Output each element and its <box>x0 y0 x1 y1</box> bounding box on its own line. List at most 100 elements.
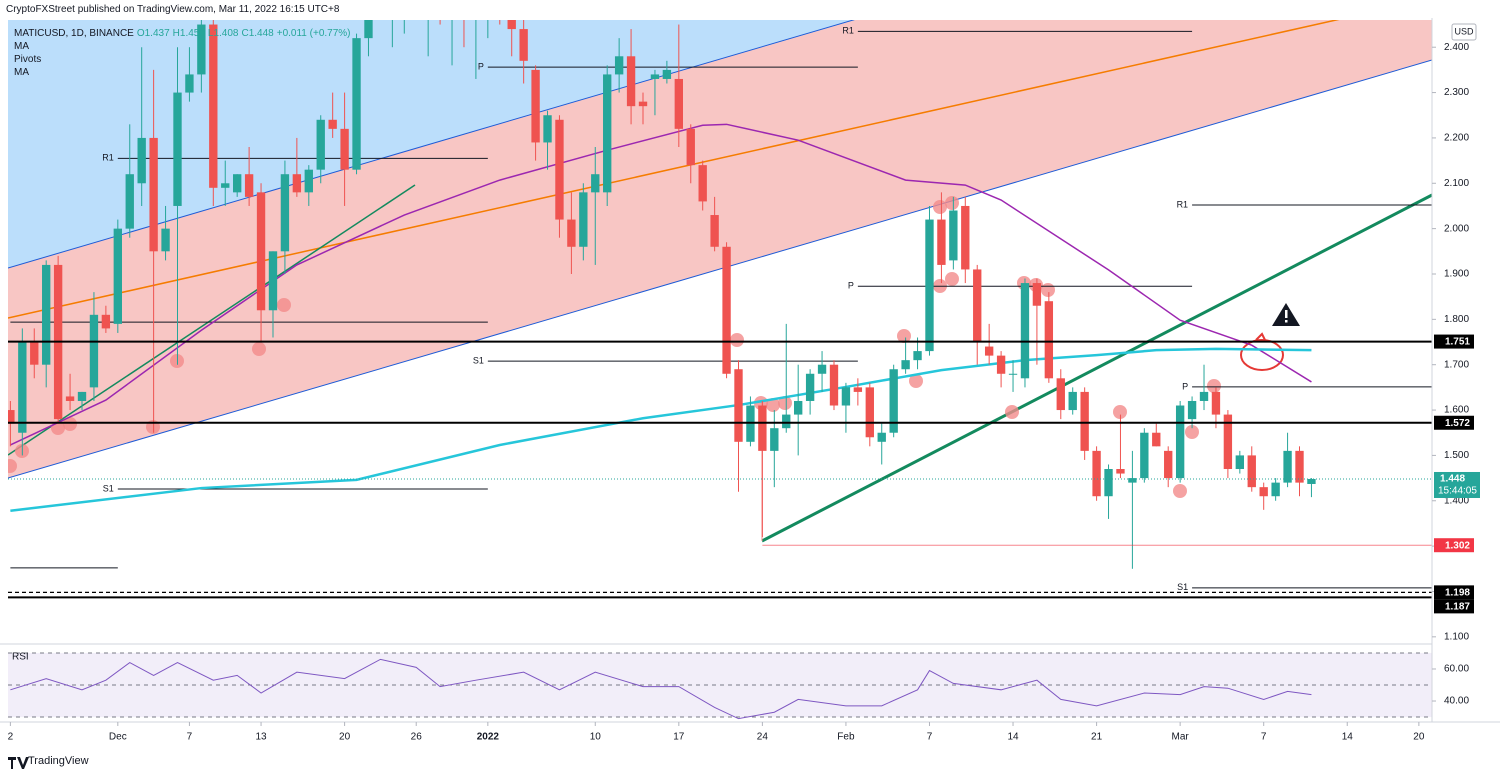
rsi-pane <box>8 652 1432 720</box>
candle-body <box>1223 414 1233 470</box>
candle-body <box>1259 487 1268 497</box>
highlight <box>1041 283 1055 297</box>
candle-body <box>949 210 958 261</box>
pivot-label: S1 <box>1177 582 1188 592</box>
candle-body <box>758 405 767 451</box>
candle-body <box>674 78 683 129</box>
legend-value: L1.408 <box>207 28 239 39</box>
level-label: 1.187 <box>1445 602 1470 613</box>
candle-body <box>1283 450 1292 483</box>
candle-body <box>901 360 910 370</box>
level-label: 1.302 <box>1445 540 1470 551</box>
pivot-label: P <box>478 62 484 72</box>
candle-body <box>1092 450 1101 497</box>
legend: MATICUSD, 1D, BINANCE O1.437 H1.450 L1.408 C… <box>14 27 351 79</box>
highlight <box>945 272 959 286</box>
trendline <box>8 184 416 456</box>
x-tick-label: 13 <box>255 732 267 743</box>
symbol: MATICUSD, 1D, BINANCE <box>14 28 134 39</box>
footer: TradingView <box>28 755 89 767</box>
candle-body <box>65 396 75 401</box>
y-tick-label: 1.800 <box>1444 314 1469 325</box>
candle-body <box>328 119 337 129</box>
level-box <box>1434 538 1474 553</box>
candle-body <box>1080 391 1089 451</box>
highlight <box>8 459 17 473</box>
candle-body <box>197 24 206 75</box>
candle-body <box>794 400 803 415</box>
pivot-label: S1 <box>103 483 114 493</box>
x-tick-label: 20 <box>339 732 351 743</box>
candle-body <box>244 174 254 197</box>
candle-body <box>519 29 528 61</box>
x-tick-label: 7 <box>187 732 193 743</box>
candle-body <box>1140 432 1149 479</box>
legend-value: O1.437 <box>136 28 170 39</box>
indicator: MA <box>14 41 29 52</box>
highlight <box>1207 379 1221 393</box>
candle-body <box>698 165 707 202</box>
candle-body <box>770 428 779 451</box>
candle-body <box>1199 391 1209 401</box>
candle-body <box>603 74 612 193</box>
x-tick-label: 10 <box>590 732 602 743</box>
candle-body <box>865 387 874 438</box>
x-tick-label: Dec <box>109 732 127 743</box>
candle-body <box>1152 432 1161 447</box>
rsi-line <box>10 658 1312 720</box>
candle-body <box>686 128 695 166</box>
level-label: 1.751 <box>1445 337 1470 348</box>
candle-body <box>1032 283 1042 306</box>
candle-body <box>889 369 898 433</box>
highlight <box>1173 484 1187 498</box>
candle-body <box>734 369 743 442</box>
candle-body <box>1247 455 1256 488</box>
candle-body <box>77 391 87 401</box>
x-tick-label: 24 <box>757 732 769 743</box>
highlight <box>1005 405 1019 419</box>
candle-body <box>209 24 218 188</box>
candle-body <box>18 342 27 433</box>
candle-body <box>30 342 39 365</box>
y-tick-label: 2.400 <box>1444 42 1469 53</box>
candle-body <box>1008 373 1018 375</box>
rsi-title: RSI <box>12 652 29 663</box>
pivot-label: R1 <box>1177 199 1189 209</box>
pivot-label: P <box>1182 381 1188 391</box>
warning-dot <box>1285 320 1288 323</box>
candle-body <box>42 264 51 365</box>
highlight <box>730 333 744 347</box>
pivot-label: R1 <box>842 26 854 36</box>
x-tick-label: 21 <box>1091 732 1103 743</box>
legend-values: O1.437 H1.450 L1.408 C1.448 +0.011 (+0.77%) <box>134 28 351 39</box>
y-tick-label: 2.100 <box>1444 178 1469 189</box>
main-pane: R1 S1 P S1 R1 P R1 P S1 <box>8 20 1432 599</box>
highlight <box>1113 405 1127 419</box>
candle-body <box>232 174 242 193</box>
candle-body <box>1068 391 1077 411</box>
candle-body <box>650 74 660 79</box>
x-tick-label: 20 <box>1413 732 1425 743</box>
x-tick-label: 14 <box>1007 732 1019 743</box>
candle-body <box>352 38 361 170</box>
candle-body <box>89 314 99 388</box>
candle-body <box>101 314 111 329</box>
candle-body <box>292 174 302 193</box>
y-tick-label: 1.700 <box>1444 359 1469 370</box>
last-price-box <box>1434 471 1480 498</box>
candle-body <box>579 192 588 247</box>
annotation-stroke <box>1255 332 1267 343</box>
candle-body <box>662 69 672 79</box>
candle-body <box>1211 391 1221 415</box>
channel-red <box>8 20 1432 478</box>
candle-body <box>626 56 636 107</box>
candle-body <box>841 387 851 406</box>
candle-body <box>710 215 719 247</box>
level-box <box>1434 585 1474 600</box>
candle-body <box>543 115 552 143</box>
candle-body <box>364 20 373 39</box>
pivot-label: R1 <box>102 153 114 163</box>
candle-body <box>340 128 349 170</box>
candle-body <box>829 364 839 406</box>
